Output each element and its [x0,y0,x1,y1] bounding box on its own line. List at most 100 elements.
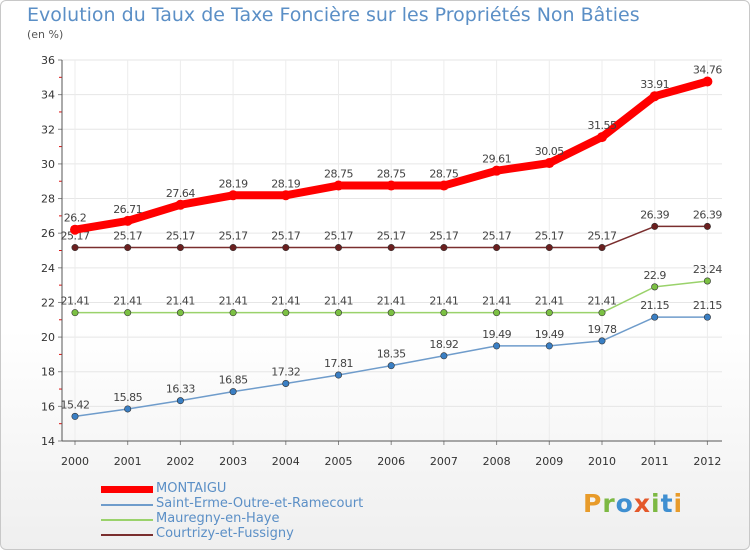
x-tick-label: 2008 [483,455,511,468]
data-point [176,309,184,317]
logo-letter: P [583,489,603,518]
y-tick-label: 36 [41,54,55,67]
logo-letter: i [673,489,684,518]
data-label: 25.17 [219,230,248,243]
data-point [651,222,659,230]
data-label: 26.39 [693,208,722,221]
y-tick-label: 28 [41,193,55,206]
data-point [124,405,132,413]
data-label: 19.78 [588,323,617,336]
data-point [545,244,553,252]
y-tick-label: 16 [41,400,55,413]
x-tick-label: 2007 [430,455,458,468]
data-point [334,309,342,317]
data-point [438,180,449,191]
data-point [122,215,133,226]
data-label: 19.49 [482,328,511,341]
data-label: 21.41 [324,295,353,308]
data-point [228,190,239,201]
y-tick-label: 14 [41,435,55,448]
data-label: 17.81 [324,357,353,370]
data-point [440,244,448,252]
data-label: 21.41 [219,295,248,308]
data-point [703,277,711,285]
line-chart: 14 16 18 20 22 24 26 28 30 32 34 36 2000 2001 2002 2003… [41,54,723,468]
data-label: 25.17 [429,230,458,243]
data-label: 16.33 [166,383,195,396]
y-tick-label: 22 [41,296,55,309]
data-point [440,352,448,360]
data-point [333,180,344,191]
legend-item-mauregny: Mauregny-en-Haye [101,511,401,527]
data-label: 21.41 [61,295,90,308]
data-point [229,309,237,317]
legend-label: Saint-Erme-Outre-et-Ramecourt [156,496,364,511]
data-point [280,190,291,201]
data-label: 21.41 [588,295,617,308]
data-point [387,309,395,317]
data-label: 21.41 [377,295,406,308]
data-label: 28.75 [429,168,458,181]
logo-letter: x [633,489,651,518]
logo-letter: i [651,489,661,518]
data-label: 21.41 [482,295,511,308]
data-label: 25.17 [113,230,142,243]
legend-swatch [101,504,153,506]
data-point [334,371,342,379]
y-tick-label: 18 [41,366,55,379]
data-point [651,283,659,291]
legend-label: Mauregny-en-Haye [156,511,280,526]
logo-letter: r [602,489,616,518]
data-point [71,244,79,252]
data-label: 21.41 [271,295,300,308]
data-point [70,224,80,235]
data-point [124,244,132,252]
data-label: 19.49 [535,328,564,341]
legend-label: MONTAIGU [156,481,227,496]
data-label: 26.39 [640,208,669,221]
data-label: 25.17 [61,230,90,243]
data-point [651,313,659,321]
data-point [440,309,448,317]
x-tick-label: 2006 [377,455,405,468]
data-point [703,222,711,230]
x-tick-label: 2001 [114,455,142,468]
legend-item-montaigu: MONTAIGU [101,481,401,497]
data-label: 25.17 [271,230,300,243]
data-label: 23.24 [693,263,722,276]
data-label: 21.15 [640,299,669,312]
data-label: 21.41 [535,295,564,308]
data-label: 26.71 [113,203,142,216]
data-label: 22.9 [643,269,666,282]
data-label: 25.17 [166,230,195,243]
data-label: 21.41 [429,295,458,308]
data-point [176,397,184,405]
data-point [282,309,290,317]
data-point [598,244,606,252]
y-tick-label: 24 [41,262,55,275]
data-point [176,244,184,252]
data-label: 26.2 [64,212,87,225]
data-label: 16.85 [219,374,248,387]
data-label: 25.17 [482,230,511,243]
data-label: 27.64 [166,187,195,200]
data-label: 31.55 [588,119,617,132]
unit-label: (en %) [27,28,64,41]
data-label: 28.19 [271,177,300,190]
logo-letter: o [615,489,634,518]
data-label: 15.85 [113,391,142,404]
data-point [598,309,606,317]
y-tick-label: 26 [41,227,55,240]
legend-item-saint-erme: Saint-Erme-Outre-et-Ramecourt [101,496,401,512]
x-tick-label: 2002 [166,455,194,468]
data-label: 21.41 [113,295,142,308]
data-label: 28.75 [324,168,353,181]
data-point [334,244,342,252]
data-point [702,76,713,87]
data-point [71,412,79,420]
data-point [491,165,502,176]
data-point [387,244,395,252]
data-point [544,158,555,169]
data-point [493,342,501,350]
